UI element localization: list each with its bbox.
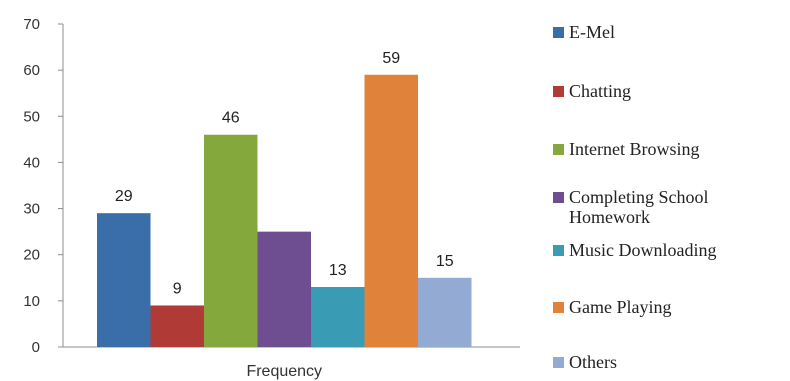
data-label: 15 — [436, 253, 454, 270]
legend-swatch — [553, 192, 564, 203]
legend-item: Music Downloading — [553, 240, 789, 260]
axes: 0 10 20 30 40 50 60 70 Frequency — [23, 16, 520, 380]
bar-e-mel — [97, 213, 151, 347]
legend-swatch — [553, 144, 564, 155]
y-tick-label: 30 — [23, 201, 40, 218]
legend-swatch — [553, 302, 564, 313]
data-label: 29 — [115, 188, 133, 205]
data-label: 9 — [173, 280, 182, 297]
legend-swatch — [553, 86, 564, 97]
legend-label: Others — [569, 352, 617, 372]
legend-label: Game Playing — [569, 297, 672, 317]
legend-item: Game Playing — [553, 297, 789, 317]
bars — [97, 74, 472, 347]
y-tick-label: 20 — [23, 247, 40, 264]
bar-internet-browsing — [204, 134, 258, 347]
bar-chatting — [150, 305, 204, 347]
legend-swatch — [553, 357, 564, 368]
legend-label: Chatting — [569, 81, 631, 101]
legend-swatch — [553, 245, 564, 256]
bar-music-downloading — [311, 287, 365, 347]
bar-others — [418, 277, 472, 347]
legend-label: Completing School Homework — [569, 187, 709, 227]
y-tick-label: 0 — [32, 339, 40, 356]
legend-item: E-Mel — [553, 22, 789, 42]
legend-item: Internet Browsing — [553, 139, 789, 159]
bar-completing-school-homework — [257, 231, 311, 347]
data-label: 59 — [382, 50, 400, 67]
y-tick-label: 60 — [23, 62, 40, 79]
legend-item: Chatting — [553, 81, 789, 101]
data-label: 46 — [222, 110, 240, 127]
y-tick-label: 40 — [23, 154, 40, 171]
y-tick-label: 70 — [23, 16, 40, 33]
data-labels: 29 9 46 13 59 15 — [115, 50, 454, 298]
legend-item: Others — [553, 352, 789, 372]
x-category-label: Frequency — [246, 363, 322, 380]
bar-game-playing — [364, 74, 418, 347]
legend-label: Internet Browsing — [569, 139, 700, 159]
y-tick-label: 50 — [23, 108, 40, 125]
data-label: 13 — [329, 262, 347, 279]
legend-label: E-Mel — [569, 22, 615, 42]
legend-item: Completing School Homework — [553, 187, 789, 227]
legend-swatch — [553, 27, 564, 38]
legend-label: Music Downloading — [569, 240, 717, 260]
y-tick-label: 10 — [23, 293, 40, 310]
